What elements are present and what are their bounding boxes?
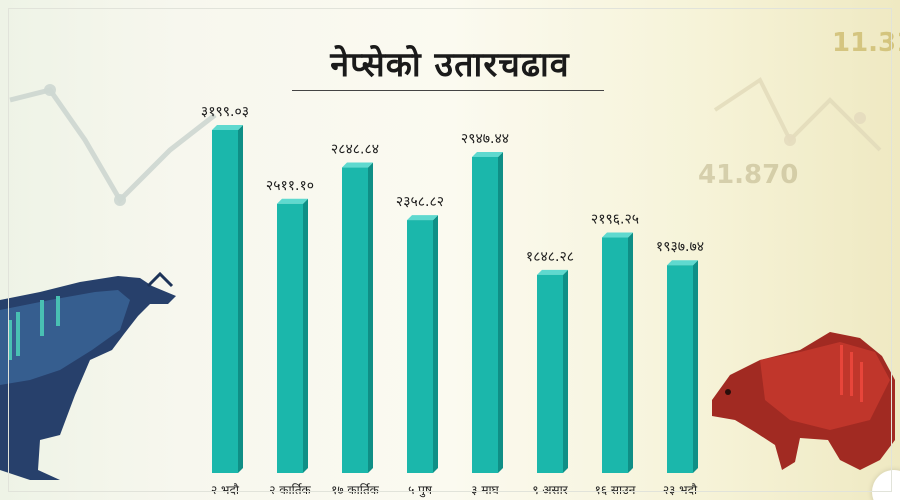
bar (277, 198, 308, 473)
bar-side (368, 162, 373, 474)
bar (212, 125, 243, 473)
bar-top (537, 269, 568, 275)
background-number: 11.31 (832, 28, 900, 58)
data-label: २१९६.२५ (591, 212, 639, 228)
bar-side (693, 260, 698, 473)
bar-front (212, 130, 238, 473)
category-label: २ भदौ (211, 483, 240, 497)
bar (602, 232, 633, 473)
background-number: 41.870 (698, 160, 799, 190)
chart-title: नेप्सेको उतारचढाव (330, 45, 570, 85)
bar (667, 260, 698, 473)
category-label: ९ असार (532, 483, 568, 497)
bar-side (433, 215, 438, 473)
category-label: ३ माघ (471, 483, 499, 497)
data-label: २५११.१० (266, 178, 314, 194)
bar-side (238, 125, 243, 473)
bar-front (407, 220, 433, 473)
bar (342, 162, 373, 474)
bar-top (407, 215, 438, 221)
bar (472, 151, 503, 474)
data-label: २९४७.४४ (461, 131, 509, 147)
category-label: २ कार्तिक (269, 483, 311, 497)
category-label: ५ पुष (408, 483, 433, 498)
data-label: १९३७.७४ (656, 239, 704, 255)
bar (537, 269, 568, 473)
bar-front (472, 156, 498, 474)
bar-side (303, 198, 308, 473)
bar-side (563, 269, 568, 473)
bar-top (602, 232, 633, 238)
bar-top (212, 125, 243, 130)
category-label: २३ भदौ (663, 483, 698, 497)
data-label: २८४८.८४ (331, 142, 379, 158)
data-label: ३१९९.०३ (201, 104, 249, 120)
bar-side (628, 232, 633, 473)
title-underline (292, 90, 604, 91)
bar-top (277, 198, 308, 204)
bar-top (472, 151, 503, 157)
data-label: १८४८.२८ (526, 249, 574, 265)
category-label: १७ कार्तिक (331, 483, 380, 497)
bar-front (602, 237, 628, 473)
bar-top (342, 162, 373, 168)
bar-front (277, 203, 303, 473)
bar-front (342, 167, 368, 474)
bar-front (667, 265, 693, 473)
bar-side (498, 151, 503, 474)
bar (407, 215, 438, 473)
bar-front (537, 274, 563, 473)
bar-top (667, 260, 698, 266)
category-label: १६ साउन (595, 483, 636, 497)
data-label: २३५८.८२ (396, 194, 444, 210)
